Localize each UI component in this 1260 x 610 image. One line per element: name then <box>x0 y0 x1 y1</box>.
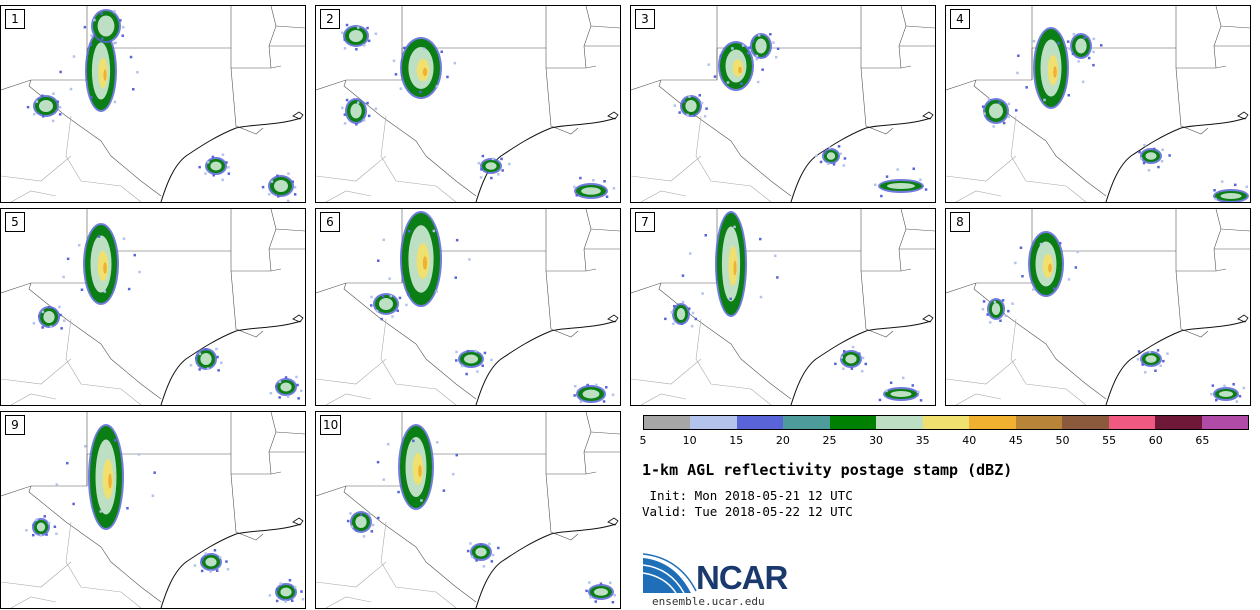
colorbar-tick-label: 50 <box>1055 434 1070 447</box>
colorbar <box>643 415 1249 430</box>
colorbar-tick-label: 45 <box>1008 434 1023 447</box>
panel-label: 1 <box>5 9 25 29</box>
colorbar-tick-label: 60 <box>1148 434 1163 447</box>
colorbar-segment <box>783 416 830 429</box>
storm-cluster <box>346 511 380 538</box>
map-panel-1: 1 <box>0 5 306 203</box>
storm-cluster <box>455 349 493 376</box>
storm-cluster <box>261 172 297 202</box>
map-panel-2: 2 <box>315 5 621 203</box>
map-panel-9: 9 <box>0 411 306 609</box>
colorbar-segment <box>644 416 691 429</box>
storm-cluster <box>1066 33 1103 63</box>
colorbar-tick-label: 25 <box>822 434 837 447</box>
panel-label: 7 <box>635 212 655 232</box>
colorbar-segment <box>1062 416 1109 429</box>
storm-cluster <box>189 347 223 372</box>
storm-cluster <box>370 293 408 321</box>
colorbar-segment <box>922 416 970 429</box>
colorbar-segment <box>736 416 784 429</box>
storm-cluster <box>25 515 58 537</box>
storm-cluster <box>834 345 867 373</box>
storm-cluster <box>268 579 305 603</box>
map-panel-8: 8 <box>945 208 1251 406</box>
storm-cluster <box>1213 180 1249 202</box>
storm-cluster <box>198 153 231 182</box>
map-panel-4: 4 <box>945 5 1251 203</box>
colorbar-tick-label: 40 <box>962 434 977 447</box>
logo-text: NCAR <box>696 559 788 596</box>
storm-cluster <box>55 424 156 530</box>
storm-cluster <box>673 94 708 118</box>
storm-cluster <box>1016 27 1095 109</box>
storm-cluster <box>664 300 697 328</box>
storm-cluster <box>193 549 230 573</box>
storm-cluster <box>466 542 500 568</box>
colorbar-tick-label: 10 <box>682 434 697 447</box>
map-panel-3: 3 <box>630 5 936 203</box>
colorbar-tick-label: 55 <box>1102 434 1117 447</box>
panel-label: 8 <box>950 212 970 232</box>
map-panel-5: 5 <box>0 208 306 406</box>
init-time: Init: Mon 2018-05-21 12 UTC <box>642 488 853 503</box>
storm-cluster <box>62 223 141 305</box>
figure-title: 1-km AGL reflectivity postage stamp (dBZ… <box>642 461 1013 479</box>
colorbar-segment <box>829 416 877 429</box>
colorbar-segment <box>876 416 923 429</box>
colorbar-segment <box>690 416 737 429</box>
storm-cluster <box>341 23 378 51</box>
storm-cluster <box>1014 231 1079 297</box>
colorbar-segment <box>1108 416 1156 429</box>
panel-label: 5 <box>5 212 25 232</box>
storm-cluster <box>26 92 62 123</box>
storm-cluster <box>32 305 66 330</box>
storm-cluster <box>1138 144 1171 172</box>
storm-cluster <box>269 375 303 400</box>
storm-cluster <box>573 176 616 199</box>
panel-label: 6 <box>320 212 340 232</box>
storm-cluster <box>981 298 1014 324</box>
colorbar-tick-label: 35 <box>915 434 930 447</box>
ncar-logo-icon <box>642 553 697 594</box>
storm-cluster <box>573 383 615 403</box>
panel-label: 10 <box>320 415 342 435</box>
storm-cluster <box>376 424 458 510</box>
map-panel-10: 10 <box>315 411 621 609</box>
storm-cluster <box>741 33 780 59</box>
storm-cluster <box>1210 383 1246 403</box>
valid-time: Valid: Tue 2018-05-22 12 UTC <box>642 504 853 519</box>
storm-cluster <box>341 98 378 126</box>
colorbar-tick-label: 30 <box>869 434 884 447</box>
panel-label: 3 <box>635 9 655 29</box>
storm-cluster <box>981 98 1018 128</box>
storm-cluster <box>585 581 616 604</box>
colorbar-ticks: 5 10 15 20 25 30 35 40 45 50 55 60 65 <box>639 434 1249 448</box>
storm-cluster <box>377 211 471 307</box>
colorbar-tick-label: 20 <box>775 434 790 447</box>
website-url: ensemble.ucar.edu <box>652 595 765 608</box>
map-panel-7: 7 <box>630 208 936 406</box>
panel-label: 4 <box>950 9 970 29</box>
storm-cluster <box>681 211 779 317</box>
storm-cluster <box>392 37 457 99</box>
panel-label: 2 <box>320 9 340 29</box>
map-panel-6: 6 <box>315 208 621 406</box>
colorbar-tick-label: 65 <box>1195 434 1210 447</box>
colorbar-tick-label: 15 <box>729 434 744 447</box>
storm-cluster <box>1136 349 1169 374</box>
colorbar-segment <box>1015 416 1063 429</box>
storm-cluster <box>878 376 923 402</box>
storm-cluster <box>83 9 125 45</box>
storm-cluster <box>707 41 764 91</box>
colorbar-segment <box>969 416 1016 429</box>
colorbar-segment <box>1155 416 1202 429</box>
panel-label: 9 <box>5 415 25 435</box>
colorbar-segment <box>1201 416 1249 429</box>
storm-cluster <box>815 145 847 167</box>
storm-cluster <box>874 167 928 198</box>
storm-cluster <box>477 154 511 180</box>
storm-cluster <box>59 30 139 112</box>
colorbar-tick-label: 5 <box>639 434 647 447</box>
